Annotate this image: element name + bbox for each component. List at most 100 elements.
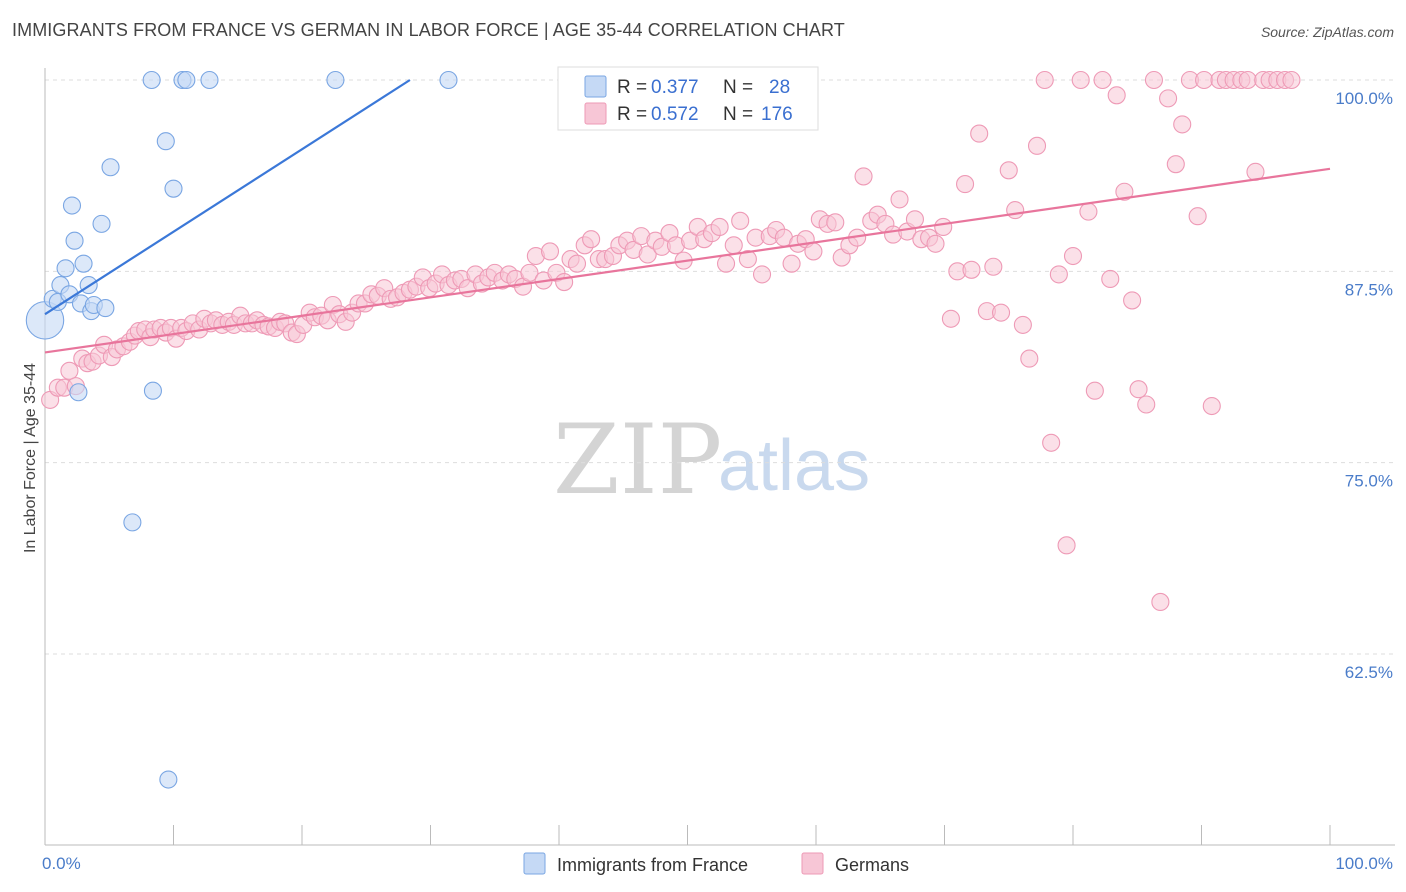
france-point <box>56 259 75 278</box>
germans-trend-line <box>44 167 1331 354</box>
france-point <box>123 513 142 532</box>
germans-point <box>1195 70 1214 90</box>
germans-point <box>970 124 989 143</box>
germans-point <box>934 217 953 236</box>
germans-point <box>638 245 657 264</box>
germans-point <box>1006 201 1025 220</box>
germans-point <box>1173 115 1192 134</box>
germans-point <box>1013 315 1032 334</box>
germans-point <box>1188 207 1207 226</box>
watermark-zip: ZIP <box>553 404 722 516</box>
x-tick-label-max: 100.0% <box>1335 854 1393 873</box>
france-points <box>25 70 458 789</box>
germans-point <box>567 254 587 273</box>
bottom-legend: Immigrants from France Germans <box>523 852 909 875</box>
germans-point <box>1166 155 1185 174</box>
france-point <box>62 196 82 215</box>
legend-r-label-france: R = <box>617 77 647 98</box>
france-point <box>92 214 111 233</box>
germans-point <box>991 303 1011 322</box>
france-point <box>156 132 175 151</box>
germans-point <box>1101 269 1120 289</box>
france-point <box>65 231 84 250</box>
germans-point <box>710 217 729 236</box>
legend-r-value-germans: 0.572 <box>651 104 699 125</box>
germans-point <box>1049 265 1068 284</box>
germans-point <box>999 161 1018 180</box>
germans-point <box>1027 136 1047 155</box>
germans-point <box>555 272 574 292</box>
france-point <box>326 70 345 90</box>
chart-title: IMMIGRANTS FROM FRANCE VS GERMAN IN LABO… <box>12 20 845 40</box>
legend-n-label-france: N = <box>723 77 753 98</box>
france-point <box>177 70 196 90</box>
y-axis-label: In Labor Force | Age 35-44 <box>22 363 39 553</box>
germans-point <box>1071 70 1090 90</box>
germans-point <box>1159 89 1178 108</box>
germans-point <box>1115 182 1134 201</box>
france-point <box>159 770 178 789</box>
legend-r-label-germans: R = <box>617 104 647 125</box>
legend-swatch-france <box>584 75 607 98</box>
germans-point <box>854 167 873 186</box>
x-tick-labels: 0.0% 100.0% <box>42 854 1393 873</box>
bottom-legend-swatch-france <box>523 852 546 875</box>
germans-point <box>60 361 79 380</box>
france-point <box>164 179 183 198</box>
germans-point <box>1151 592 1170 612</box>
germans-point <box>1129 380 1148 399</box>
germans-point <box>1042 433 1061 452</box>
x-tick-label-min: 0.0% <box>42 854 81 873</box>
germans-point <box>1085 381 1104 400</box>
germans-point <box>1123 291 1142 310</box>
germans-point <box>520 263 539 282</box>
germans-point <box>1063 246 1083 266</box>
germans-point <box>716 254 736 273</box>
trend-lines <box>44 79 1331 354</box>
germans-point <box>738 250 757 269</box>
legend: R = 0.377 N = 28 R = 0.572 N = 176 <box>557 66 819 131</box>
germans-point <box>1093 70 1112 90</box>
germans-point <box>984 257 1003 276</box>
france-point <box>142 70 161 90</box>
germans-point <box>1282 70 1301 90</box>
germans-point <box>890 190 909 209</box>
legend-n-label-germans: N = <box>723 104 753 125</box>
y-tick-label: 87.5% <box>1345 280 1393 299</box>
watermark-atlas: atlas <box>718 426 870 506</box>
grid-lines <box>45 79 1395 655</box>
germans-point <box>905 210 924 229</box>
legend-n-value-germans: 176 <box>761 104 793 125</box>
germans-point <box>782 254 801 273</box>
germans-point <box>1057 536 1076 555</box>
chart-source: Source: ZipAtlas.com <box>1260 24 1394 40</box>
germans-point <box>804 242 823 261</box>
france-point <box>69 383 88 402</box>
germans-point <box>1238 70 1257 90</box>
germans-point <box>926 234 945 253</box>
bottom-legend-label-germans: Germans <box>835 855 909 875</box>
germans-point <box>540 242 560 261</box>
france-point <box>101 158 120 177</box>
y-tick-label: 62.5% <box>1345 663 1393 682</box>
germans-point <box>941 309 960 328</box>
legend-r-value-france: 0.377 <box>651 77 699 98</box>
germans-point <box>731 211 750 230</box>
germans-point <box>962 260 981 279</box>
germans-point <box>1137 395 1156 414</box>
watermark: ZIP atlas <box>553 404 870 516</box>
germans-point <box>1144 70 1164 90</box>
france-point <box>439 70 458 90</box>
germans-point <box>724 236 743 255</box>
germans-points <box>41 70 1301 612</box>
bottom-legend-label-france: Immigrants from France <box>557 855 748 875</box>
legend-n-value-france: 28 <box>769 77 790 98</box>
y-tick-label: 100.0% <box>1335 89 1393 108</box>
germans-point <box>826 213 845 232</box>
germans-point <box>1202 396 1221 416</box>
germans-point <box>1107 86 1126 105</box>
france-trend-line <box>44 79 411 316</box>
france-point <box>74 254 93 273</box>
germans-point <box>956 175 975 194</box>
